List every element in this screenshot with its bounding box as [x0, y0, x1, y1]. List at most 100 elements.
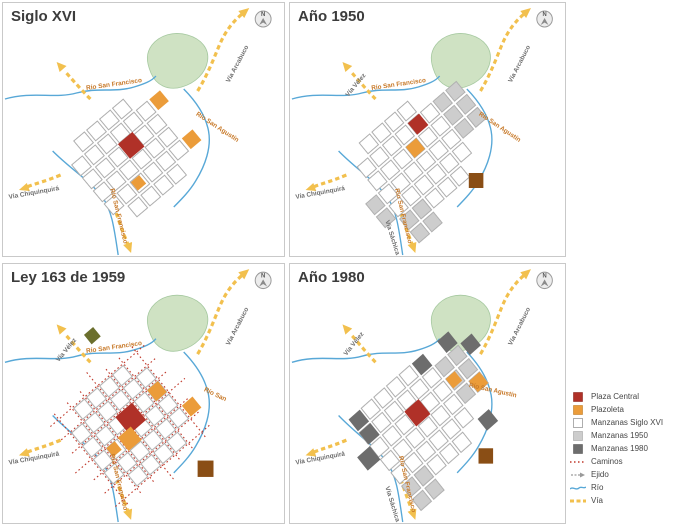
caminos-swatch-icon — [570, 458, 586, 466]
plazoleta-swatch-icon — [570, 404, 586, 415]
rio-san-francisco-path — [291, 75, 441, 100]
legend-label: Caminos — [591, 457, 623, 466]
plazoleta-block — [130, 175, 147, 191]
via-velez-arrow — [56, 62, 92, 101]
legend-label: Ejido — [591, 470, 609, 479]
panel-title-ano-1950: Año 1950 — [298, 8, 365, 25]
city-grid — [355, 79, 489, 245]
legend-item-manzanas-xvi: Manzanas Siglo XVI — [570, 416, 682, 429]
compass-label: N — [261, 12, 265, 18]
manzanas-1980-block — [437, 331, 458, 353]
via-chiquinquira-label: Vía Chiquinquirá — [8, 450, 60, 466]
lake-shape — [146, 294, 209, 352]
legend-label: Plaza Central — [591, 392, 640, 401]
rio-san-agustin-path — [173, 351, 210, 474]
via-velez-arrow — [56, 324, 92, 364]
plazoleta-block — [181, 396, 202, 417]
lake-shape — [146, 33, 209, 89]
manzanas-1950-blocks — [363, 192, 398, 230]
city-grid — [69, 90, 202, 219]
plaza-central-block — [407, 113, 429, 135]
manzanas-1980-block — [460, 333, 481, 356]
via-arcabuco-label: Vía Arcabuco — [507, 306, 532, 347]
legend-item-plazoleta: Plazoleta — [570, 403, 682, 416]
manzanas-1980-block — [411, 353, 433, 376]
compass-icon: N — [536, 10, 553, 28]
via-arcabuco-label: Vía Arcabuco — [507, 44, 532, 84]
panel-ano-1950: N Vía Vélez Río San Francisco Río San Ag… — [289, 2, 566, 257]
via-arcabuco-label: Vía Arcabuco — [225, 44, 250, 84]
compass-icon: N — [254, 10, 272, 28]
plazoleta-block — [405, 138, 425, 158]
legend-item-caminos: Caminos — [570, 455, 682, 468]
brown-block — [478, 448, 494, 464]
via-swatch-icon — [570, 497, 586, 505]
via-chiquinquira-arrow — [305, 438, 347, 457]
via-velez-label: Vía Vélez — [55, 336, 79, 363]
manzanas-1980-block — [359, 422, 380, 445]
legend-label: Río — [591, 483, 604, 492]
compass-label: N — [542, 12, 546, 18]
compass-label: N — [261, 273, 265, 279]
rio-san-francisco-path — [4, 75, 157, 100]
legend-label: Manzanas Siglo XVI — [591, 418, 664, 427]
manzanas-xvi-blocks — [355, 101, 474, 219]
rio-san-agustin-label: Río San Agustín — [477, 111, 521, 144]
manzanas-xvi-blocks — [125, 162, 189, 219]
panel-title-siglo-xvi: Siglo XVI — [11, 8, 77, 25]
manzanas-1980-swatch-icon — [570, 443, 586, 454]
rio-swatch-icon — [570, 484, 586, 492]
map-canvas-siglo-xvi: N Río San Francisco Río San Agustín Río … — [4, 8, 272, 256]
panel-ley-163: N Vía Vélez Río San Francisco Río San Rí… — [2, 263, 285, 524]
legend-item-manzanas-1980: Manzanas 1980 — [570, 442, 682, 455]
via-chiquinquira-label: Vía Chiquinquirá — [8, 185, 60, 201]
panel-ano-1980: N Vía Vélez Río San Agustín Río San Fran… — [289, 263, 566, 524]
manzanas-1950-swatch-icon — [570, 430, 586, 441]
plazoleta-block — [117, 426, 142, 452]
city-grid — [348, 331, 499, 513]
via-arcabuco-arrow — [196, 269, 250, 355]
brown-block — [468, 173, 484, 188]
brown-block — [197, 460, 214, 477]
manzanas-xvi-blocks — [71, 97, 135, 154]
compass-icon: N — [254, 271, 272, 290]
via-chiquinquira-label: Vía Chiquinquirá — [295, 185, 346, 201]
manzanas-xvi-blocks — [357, 99, 419, 156]
panel-siglo-xvi: N Río San Francisco Río San Agustín Río … — [2, 2, 285, 257]
manzanas-1950-blocks — [399, 463, 447, 513]
olive-block — [83, 327, 101, 345]
legend-item-via: Vía — [570, 494, 682, 507]
via-chiquinquira-label: Vía Chiquinquirá — [295, 450, 346, 466]
manzanas-1980-block — [348, 409, 370, 432]
plaza-central-block — [117, 131, 145, 159]
legend-label: Manzanas 1980 — [591, 444, 648, 453]
via-arcabuco-arrow — [479, 8, 531, 92]
manzanas-1950-blocks — [465, 105, 489, 130]
ejido-arrow-icon — [570, 471, 586, 479]
legend-item-ejido: Ejido — [570, 468, 682, 481]
via-arcabuco-label: Vía Arcabuco — [225, 306, 250, 347]
rio-san-agustin-path — [173, 88, 210, 208]
rio-san-francisco-path — [4, 338, 157, 363]
city-grid — [50, 344, 211, 507]
lake-shape — [430, 33, 491, 89]
plazoleta-block — [181, 129, 202, 150]
plaza-central-block — [404, 399, 431, 427]
map-canvas-1980: N Vía Vélez Río San Agustín Río San Fran… — [291, 269, 553, 523]
plazoleta-block — [149, 90, 169, 111]
via-arcabuco-arrow — [479, 269, 531, 355]
legend-label: Manzanas 1950 — [591, 431, 648, 440]
rio-san-agustin-label: Río San — [203, 386, 228, 403]
map-canvas-ley-163: N Vía Vélez Río San Francisco Río San Rí… — [4, 269, 272, 523]
plazoleta-block — [468, 371, 489, 393]
legend-item-plaza-central: Plaza Central — [570, 390, 682, 403]
manzanas-1980-block — [477, 409, 499, 431]
via-chiquinquira-arrow — [305, 173, 347, 191]
via-velez-arrow — [342, 62, 377, 101]
legend-item-manzanas-1950: Manzanas 1950 — [570, 429, 682, 442]
via-sur-arrow — [114, 212, 133, 253]
plazoleta-block — [147, 381, 167, 402]
legend-item-rio: Río — [570, 481, 682, 494]
via-chiquinquira-arrow — [18, 173, 62, 191]
